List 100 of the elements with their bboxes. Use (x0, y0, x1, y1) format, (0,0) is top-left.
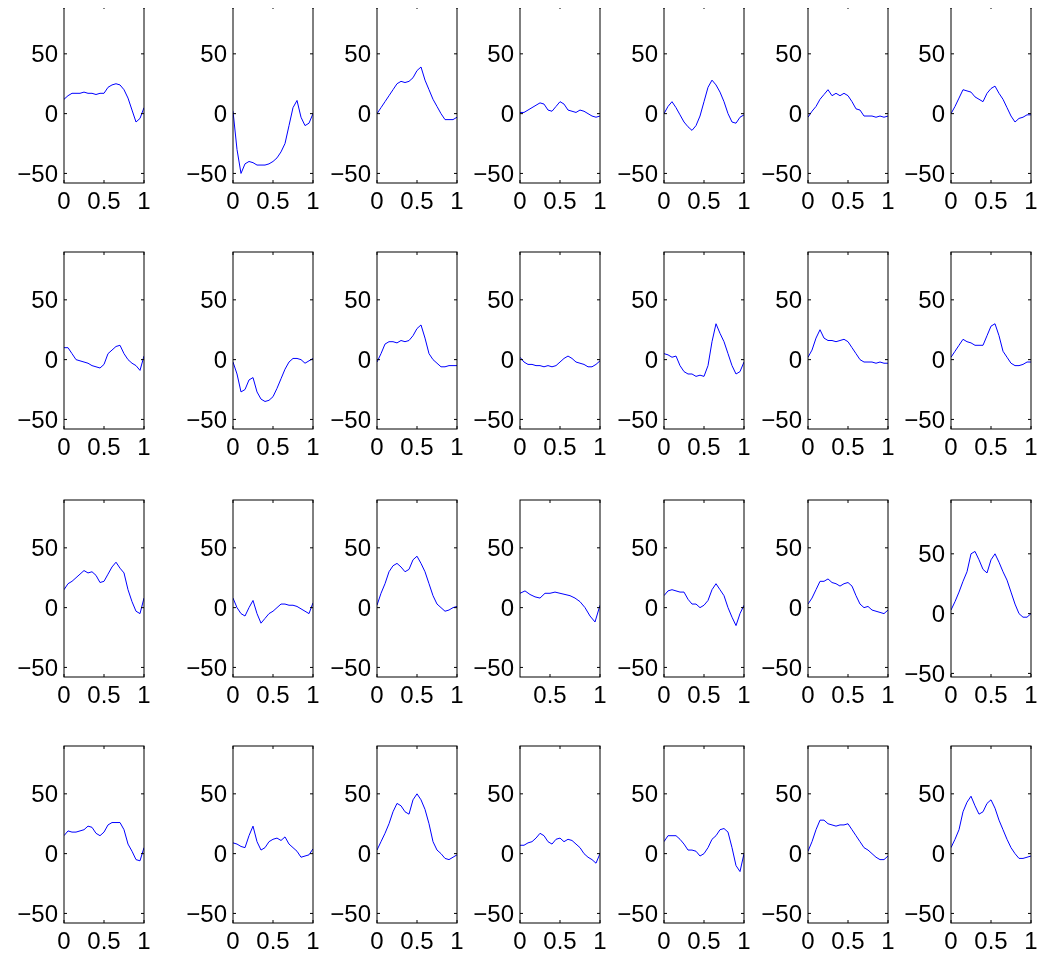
x-tick-label: 1 (450, 187, 464, 214)
y-tick-label: 0 (931, 600, 945, 628)
y-tick-label: 0 (644, 346, 658, 374)
x-tick-label: 0.5 (831, 187, 865, 214)
x-tick-label: 0.5 (974, 433, 1008, 460)
y-tick-label: 0 (44, 346, 58, 374)
y-tick-label: 0 (357, 346, 371, 374)
x-tick-label: 1 (737, 433, 751, 460)
x-tick-label: 1 (881, 187, 895, 214)
y-tick-label: −50 (904, 405, 945, 433)
y-tick-label: 0 (213, 594, 227, 622)
y-tick-label: 0 (788, 594, 802, 622)
line-series (808, 819, 888, 861)
line-series (951, 795, 1031, 859)
y-tick-label: 0 (644, 100, 658, 128)
x-tick-label: 0.5 (256, 927, 290, 954)
y-tick-label: 50 (918, 540, 945, 568)
y-tick-label: −50 (617, 899, 658, 927)
y-tick-label: −50 (761, 405, 802, 433)
y-tick-label: 0 (357, 594, 371, 622)
x-tick-label: 1 (450, 927, 464, 954)
x-tick-label: 0.5 (256, 681, 290, 708)
y-tick-label: −50 (904, 659, 945, 687)
y-tick-label: 50 (918, 286, 945, 314)
line-series (951, 323, 1031, 367)
x-tick-label: 0.5 (974, 927, 1008, 954)
y-tick-label: −50 (330, 653, 371, 681)
y-tick-label: −50 (761, 899, 802, 927)
x-tick-label: 0.5 (543, 187, 577, 214)
y-tick-label: 0 (44, 594, 58, 622)
y-tick-label: 50 (631, 286, 658, 314)
y-tick-label: −50 (473, 899, 514, 927)
x-tick-label: 1 (737, 187, 751, 214)
y-tick-label: 0 (213, 100, 227, 128)
x-tick-label: 0.5 (687, 187, 721, 214)
line-series (520, 590, 600, 623)
x-tick-label: 1 (306, 681, 320, 708)
y-tick-label: 50 (344, 780, 371, 808)
x-tick-label: 0.5 (831, 433, 865, 460)
y-tick-label: 50 (31, 780, 58, 808)
y-tick-label: 50 (200, 534, 227, 562)
x-tick-label: 0.5 (400, 927, 434, 954)
y-tick-label: 50 (775, 534, 802, 562)
y-tick-label: 50 (344, 286, 371, 314)
y-tick-label: −50 (473, 653, 514, 681)
x-tick-label: 1 (1024, 187, 1038, 214)
x-tick-label: 1 (137, 433, 151, 460)
y-tick-label: 50 (31, 286, 58, 314)
y-tick-label: 0 (500, 840, 514, 868)
y-tick-label: −50 (330, 159, 371, 187)
line-series (233, 99, 313, 174)
line-series (64, 83, 144, 123)
x-tick-label: 1 (137, 187, 151, 214)
y-tick-label: 50 (487, 780, 514, 808)
y-tick-label: 0 (931, 100, 945, 128)
y-tick-label: −50 (17, 899, 58, 927)
y-tick-label: 0 (357, 100, 371, 128)
y-tick-label: 0 (644, 840, 658, 868)
x-tick-label: 1 (593, 927, 607, 954)
x-tick-label: 0.5 (87, 187, 121, 214)
line-series (951, 550, 1031, 618)
line-series (377, 66, 457, 121)
x-tick-label: 1 (593, 681, 607, 708)
y-tick-label: 50 (631, 780, 658, 808)
y-tick-label: −50 (617, 405, 658, 433)
y-tick-label: 50 (31, 534, 58, 562)
y-tick-label: 0 (788, 100, 802, 128)
x-tick-label: 1 (881, 681, 895, 708)
x-tick-label: 0.5 (974, 681, 1008, 708)
line-series (64, 561, 144, 615)
y-tick-label: 0 (357, 840, 371, 868)
x-tick-label: 1 (1024, 681, 1038, 708)
y-tick-label: 50 (918, 40, 945, 68)
y-tick-label: 50 (631, 534, 658, 562)
y-tick-label: −50 (330, 405, 371, 433)
line-series (64, 344, 144, 371)
x-tick-label: 0.5 (687, 433, 721, 460)
x-tick-label: 1 (306, 927, 320, 954)
y-tick-label: −50 (330, 899, 371, 927)
x-tick-label: 0.5 (87, 433, 121, 460)
line-series (808, 89, 888, 118)
x-tick-label: 0.5 (400, 681, 434, 708)
line-series (64, 822, 144, 862)
y-tick-label: 50 (487, 286, 514, 314)
line-series (233, 357, 313, 402)
line-series (377, 555, 457, 612)
line-series (664, 583, 744, 627)
x-tick-label: 1 (1024, 927, 1038, 954)
x-tick-label: 0.5 (543, 927, 577, 954)
x-tick-label: 0.5 (687, 681, 721, 708)
x-tick-label: 1 (737, 927, 751, 954)
y-tick-label: −50 (17, 653, 58, 681)
y-tick-label: −50 (473, 405, 514, 433)
x-tick-label: 1 (881, 433, 895, 460)
y-tick-label: 0 (931, 346, 945, 374)
y-tick-label: 0 (500, 100, 514, 128)
x-tick-label: 1 (737, 681, 751, 708)
y-tick-label: −50 (761, 653, 802, 681)
x-tick-label: 1 (306, 433, 320, 460)
x-tick-label: 1 (593, 187, 607, 214)
